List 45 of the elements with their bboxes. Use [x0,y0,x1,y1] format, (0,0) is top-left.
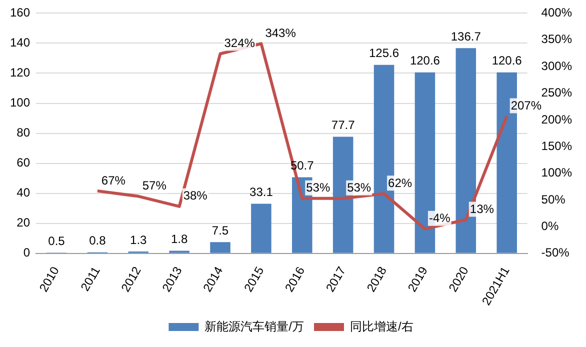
data-label: 53% [347,180,372,195]
data-label: 0.8 [89,234,106,248]
y2-tick-label: 250% [541,86,572,100]
data-label: -4% [428,211,451,226]
data-label: 120.6 [492,54,522,68]
data-label: 7.5 [212,223,229,238]
y2-tick-label: -50% [541,246,570,260]
y-tick-label: 40 [16,186,30,200]
y2-tick-label: 100% [541,166,572,180]
data-label: 67% [101,173,126,188]
bar [251,204,272,253]
data-label: 53% [306,180,330,195]
y-tick-label: 140 [10,36,30,50]
y-tick-label: 60 [16,156,30,170]
y-tick-label: 100 [10,96,30,110]
data-label: 1.8 [170,232,188,246]
data-label: 0.5 [48,234,66,248]
data-label: 62% [388,176,412,190]
y-tick-label: 20 [16,216,30,230]
legend-label: 新能源汽车销量/万 [204,319,304,334]
y-tick-label: 80 [16,126,30,140]
data-label: 324% [224,36,256,50]
data-label: 120.6 [410,54,440,68]
legend-label: 同比增速/右 [350,319,414,334]
data-label: 13% [470,202,494,216]
data-label: 136.7 [450,29,482,44]
data-label: 207% [510,98,542,113]
y2-tick-label: 50% [541,192,566,206]
data-label: 57% [142,178,167,193]
y2-tick-label: 200% [541,112,572,126]
bar [210,242,230,253]
y2-tick-label: 0% [541,219,559,234]
y2-tick-label: 400% [541,6,572,20]
y2-tick-label: 350% [541,32,572,46]
y-tick-label: 0 [23,246,30,260]
data-label: 38% [183,188,208,203]
data-label: 125.6 [369,46,400,60]
data-label: 77.7 [331,118,356,132]
y2-tick-label: 150% [541,138,572,153]
data-label: 343% [265,26,296,40]
data-label: 1.3 [130,232,148,247]
y2-tick-label: 300% [541,58,572,73]
data-label: 33.1 [250,185,274,200]
y-tick-label: 120 [10,66,30,80]
y-tick-label: 160 [10,6,30,20]
